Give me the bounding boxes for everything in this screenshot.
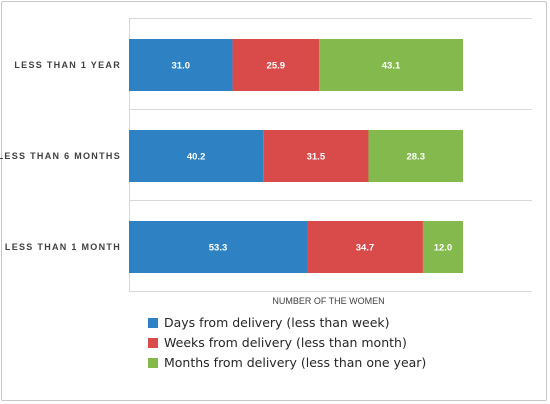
bar-segment xyxy=(368,130,463,182)
legend-label-weeks: Weeks from delivery (less than month) xyxy=(164,335,407,350)
bar-value-label: 25.9 xyxy=(267,61,286,72)
bar-segment xyxy=(263,130,369,182)
bar-segment xyxy=(232,39,320,91)
bar-segment xyxy=(307,221,423,273)
bar-value-label: 12.0 xyxy=(434,243,453,254)
bar-value-label: 34.7 xyxy=(356,243,375,254)
category-label: LESS THAN 1 YEAR xyxy=(14,60,121,70)
x-axis-title: NUMBER OF THE WOMEN xyxy=(272,296,384,306)
bar-segment xyxy=(129,39,233,91)
bar-value-label: 40.2 xyxy=(187,152,206,163)
category-label: LESS THAN 1 MONTH xyxy=(5,242,121,252)
bar-value-label: 43.1 xyxy=(382,61,401,72)
legend-swatch-months xyxy=(148,358,158,368)
legend-item-months: Months from delivery (less than one year… xyxy=(148,353,426,373)
legend-swatch-weeks xyxy=(148,338,158,348)
bar-value-label: 53.3 xyxy=(209,243,228,254)
legend: Days from delivery (less than week) Week… xyxy=(148,313,426,373)
bar-segment xyxy=(129,221,308,273)
bar-value-label: 31.5 xyxy=(307,152,326,163)
bar-segment xyxy=(129,130,264,182)
bar-value-label: 31.0 xyxy=(172,61,191,72)
legend-swatch-days xyxy=(148,318,158,328)
bar-segment xyxy=(422,221,463,273)
bar-value-label: 28.3 xyxy=(406,152,425,163)
legend-label-months: Months from delivery (less than one year… xyxy=(164,355,427,370)
legend-item-days: Days from delivery (less than week) xyxy=(148,313,426,333)
bar-segment xyxy=(319,39,463,91)
category-label: LESS THAN 6 MONTHS xyxy=(0,151,121,161)
legend-label-days: Days from delivery (less than week) xyxy=(164,315,390,330)
legend-item-weeks: Weeks from delivery (less than month) xyxy=(148,333,426,353)
